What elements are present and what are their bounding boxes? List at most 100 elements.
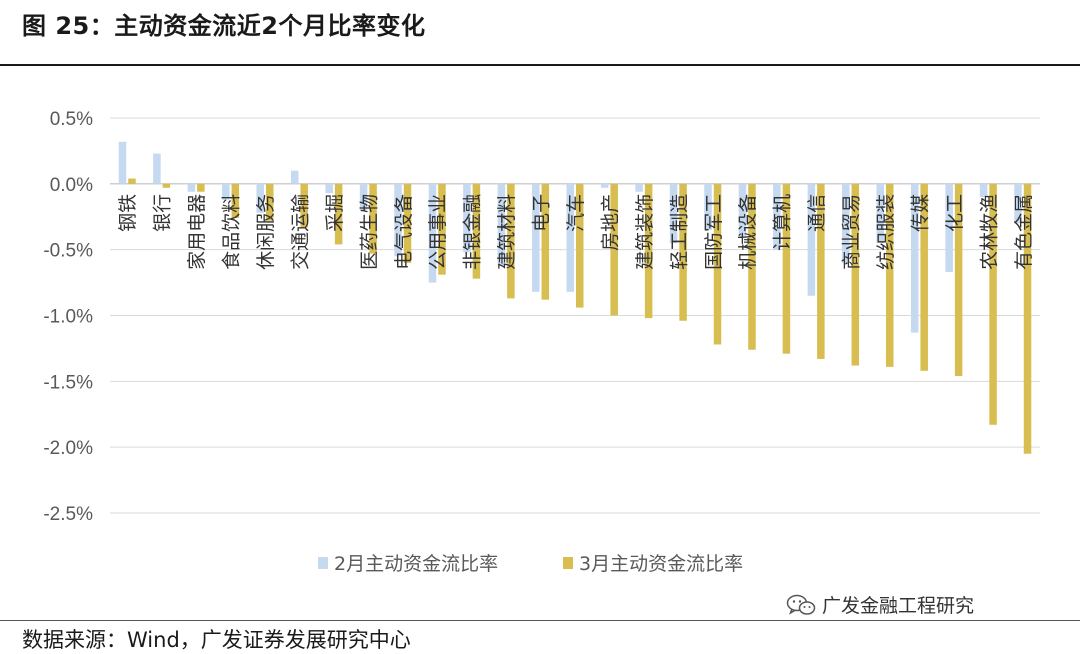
- x-category-label: 家用电器: [186, 194, 208, 270]
- bar-s1-9: [428, 183, 437, 283]
- x-category-label: 传媒: [909, 194, 931, 232]
- bar-s1-6: [325, 183, 333, 194]
- bar-s2-8: [403, 183, 412, 263]
- bar-s2-20: [817, 183, 825, 359]
- bar-s1-20: [807, 183, 816, 296]
- x-category-label: 房地产: [599, 194, 621, 251]
- bar-s2-0: [128, 178, 136, 184]
- bar-s2-17: [713, 183, 722, 345]
- bar-s2-1: [162, 183, 171, 188]
- bar-chart: 0.5% 0.0% -0.5% -1.0% -1.5% -2.0% -2.5% 钢铁 银行 家用电…: [43, 109, 1040, 575]
- bar-s2-23: [920, 183, 928, 371]
- bar-s1-15: [635, 183, 643, 192]
- bar-s2-24: [954, 183, 963, 377]
- bar-s1-18: [738, 183, 747, 237]
- bar-s2-12: [541, 183, 550, 300]
- x-category-label: 商业贸易: [841, 194, 863, 270]
- x-category-label: 交通运输: [289, 194, 311, 270]
- bar-s1-14: [600, 183, 609, 188]
- x-category-label: 电子: [531, 194, 553, 232]
- bar-s1-19: [773, 183, 781, 250]
- y-tick-label: -2.0%: [43, 438, 93, 459]
- bar-s1-0: [118, 141, 127, 184]
- bar-s1-12: [532, 183, 540, 292]
- legend-label-1: 2月主动资金流比率: [334, 553, 498, 575]
- bar-s1-3: [222, 183, 230, 200]
- bar-s2-7: [369, 183, 377, 254]
- x-category-label: 非银金融: [462, 194, 484, 270]
- bar-s1-17: [704, 183, 712, 230]
- y-tick-label: -1.5%: [43, 372, 93, 393]
- x-category-label: 建筑装饰: [634, 194, 656, 270]
- bar-s1-10: [463, 183, 471, 253]
- legend-swatch-2: [563, 557, 573, 569]
- x-category-label: 轻工制造: [668, 194, 690, 270]
- legend-swatch-1: [318, 557, 328, 569]
- y-tick-label: 0.5%: [50, 109, 93, 130]
- bar-s2-25: [989, 183, 997, 425]
- x-category-label: 机械设备: [737, 194, 759, 270]
- bar-s2-9: [438, 183, 446, 275]
- x-category-label: 钢铁: [117, 194, 139, 232]
- bar-s2-10: [472, 183, 481, 279]
- bar-s1-16: [669, 183, 678, 244]
- x-category-label: 食品饮料: [221, 194, 243, 270]
- bar-s1-22: [876, 183, 884, 244]
- watermark-text: 广发金融工程研究: [822, 595, 975, 617]
- bar-s2-21: [851, 183, 860, 366]
- source-note: 数据来源：Wind，广发证券发展研究中心: [22, 628, 411, 652]
- bar-s1-8: [394, 183, 402, 257]
- bar-s2-6: [334, 183, 343, 245]
- bar-s1-7: [359, 183, 368, 211]
- y-tick-label: -2.5%: [43, 504, 93, 525]
- y-tick-label: -0.5%: [43, 241, 93, 262]
- bar-s1-1: [153, 153, 161, 184]
- bar-s2-2: [197, 183, 205, 192]
- bar-s2-5: [300, 183, 308, 228]
- x-category-label: 有色金属: [1013, 194, 1035, 270]
- x-category-label: 建筑材料: [496, 194, 518, 270]
- x-category-label: 纺织服装: [875, 194, 897, 270]
- x-category-label: 休闲服务: [255, 194, 277, 270]
- figure-title: 图 25：主动资金流近2个月比率变化: [22, 12, 426, 40]
- bar-s1-11: [497, 183, 506, 266]
- bar-s1-2: [187, 183, 196, 192]
- x-category-label: 公用事业: [427, 194, 449, 270]
- footer-rule: [0, 620, 1080, 621]
- watermark: 广发金融工程研究: [786, 591, 974, 618]
- bar-s1-26: [1014, 183, 1022, 224]
- bar-s2-19: [782, 183, 791, 354]
- bar-s1-13: [566, 183, 574, 292]
- bar-s1-21: [842, 183, 850, 263]
- title-rule: [0, 64, 1080, 66]
- bar-s2-16: [679, 183, 687, 321]
- bar-s2-26: [1023, 183, 1032, 454]
- x-category-label: 化工: [944, 194, 966, 232]
- x-category-label: 医药生物: [358, 194, 380, 270]
- bar-s2-11: [507, 183, 515, 299]
- x-category-label: 采掘: [324, 194, 346, 232]
- bar-s2-13: [576, 183, 584, 308]
- bar-s1-25: [979, 183, 988, 197]
- bar-s2-15: [644, 183, 653, 319]
- wechat-icon: [786, 594, 816, 615]
- bar-s2-3: [231, 183, 240, 219]
- x-category-label: 汽车: [565, 194, 587, 232]
- x-category-label: 国防军工: [703, 194, 725, 270]
- x-category-label: 银行: [152, 194, 174, 232]
- bar-s2-22: [886, 183, 894, 367]
- bar-s2-4: [266, 183, 274, 221]
- x-category-label: 通信: [806, 194, 828, 232]
- x-category-label: 农林牧渔: [978, 194, 1000, 270]
- legend-label-2: 3月主动资金流比率: [579, 553, 743, 575]
- bar-s2-14: [610, 183, 618, 316]
- bar-s1-24: [945, 183, 953, 273]
- bar-s1-4: [256, 183, 264, 213]
- x-category-label: 计算机: [772, 194, 794, 251]
- bar-s2-18: [748, 183, 756, 350]
- bar-s1-5: [290, 170, 299, 184]
- x-category-label: 电气设备: [393, 194, 415, 270]
- y-tick-label: 0.0%: [50, 175, 93, 196]
- y-tick-label: -1.0%: [43, 307, 93, 328]
- bar-s1-23: [910, 183, 919, 333]
